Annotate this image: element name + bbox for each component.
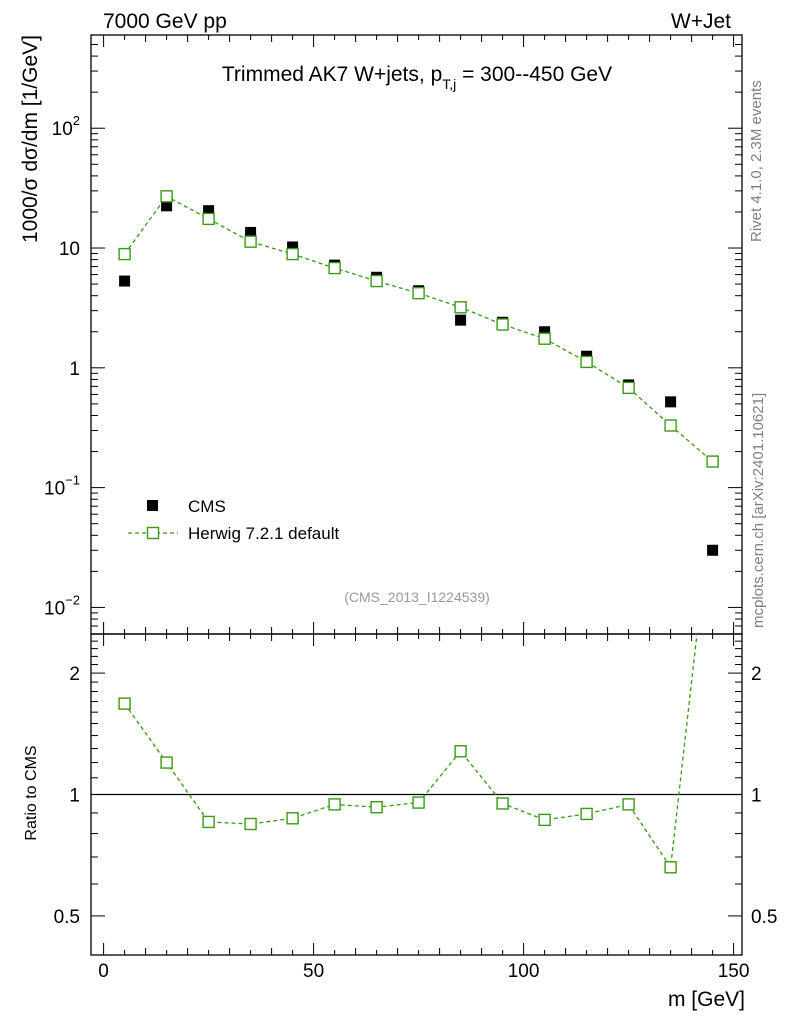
watermark: (CMS_2013_I1224539) bbox=[344, 589, 490, 605]
y-tick-label-base: 10 bbox=[59, 239, 80, 260]
cms-point bbox=[665, 396, 677, 408]
legend-cms-label: CMS bbox=[188, 497, 226, 516]
herwig-point bbox=[370, 274, 383, 288]
ratio-y-tick-label: 1 bbox=[69, 786, 80, 807]
y-tick-label-exponent: −2 bbox=[65, 592, 80, 607]
legend-herwig-label: Herwig 7.2.1 default bbox=[188, 524, 339, 543]
y-tick-label-exponent: 2 bbox=[73, 113, 80, 128]
header-right: W+Jet bbox=[671, 10, 731, 33]
ratio-data-layer bbox=[118, 634, 698, 874]
ratio-point bbox=[412, 796, 425, 809]
side-mcplots-label: mcplots.cern.ch [arXiv:2401.10621] bbox=[750, 393, 767, 628]
herwig-point bbox=[160, 190, 173, 203]
y-tick-label: 10−2 bbox=[44, 592, 80, 619]
herwig-point bbox=[454, 301, 467, 314]
herwig-point bbox=[412, 286, 425, 300]
ratio-point bbox=[454, 745, 467, 758]
y-tick-label-base: 10 bbox=[52, 119, 73, 140]
herwig-point bbox=[244, 235, 257, 248]
y-tick-label-exponent: −1 bbox=[65, 473, 80, 488]
cms-point bbox=[455, 314, 467, 326]
herwig-point bbox=[664, 419, 677, 432]
y-tick-label: 1 bbox=[69, 359, 80, 380]
ratio-point bbox=[328, 798, 341, 811]
ratio-point bbox=[622, 798, 635, 811]
legend: CMS Herwig 7.2.1 default bbox=[128, 497, 339, 543]
ratio-plot-frame: 0 50 100 150 0.5 0.5 1 1 2 2 bbox=[54, 633, 777, 982]
ratio-y-axis-label: Ratio to CMS bbox=[23, 745, 40, 840]
ratio-y-tick-label: 0.5 bbox=[54, 907, 80, 928]
plot-title-rest: = 300--450 GeV bbox=[456, 63, 612, 86]
ratio-point bbox=[118, 697, 131, 710]
cms-point bbox=[119, 275, 131, 287]
herwig-line bbox=[124, 195, 714, 463]
ratio-point bbox=[496, 797, 509, 810]
main-y-axis-label: 1000/σ dσ/dm [1/GeV] bbox=[19, 35, 42, 243]
side-rivet-label: Rivet 4.1.0, 2.3M events bbox=[748, 80, 765, 242]
ratio-y-tick-label-right: 1 bbox=[751, 786, 762, 807]
y-tick-label: 102 bbox=[52, 113, 80, 140]
header-left: 7000 GeV pp bbox=[103, 10, 227, 33]
herwig-point bbox=[202, 212, 215, 226]
y-tick-label-base: 1 bbox=[69, 359, 80, 380]
ratio-point bbox=[580, 807, 593, 821]
y-tick-label-base: 10 bbox=[44, 479, 65, 500]
ratio-point bbox=[664, 861, 677, 874]
herwig-point bbox=[538, 332, 551, 345]
herwig-point bbox=[118, 247, 131, 261]
y-tick-label-base: 10 bbox=[44, 598, 65, 619]
ratio-point bbox=[370, 801, 383, 814]
legend-herwig-marker bbox=[146, 526, 160, 540]
y-tick-label: 10−1 bbox=[44, 473, 80, 500]
legend-cms-marker bbox=[147, 500, 158, 511]
main-plot-border bbox=[90, 34, 743, 635]
ratio-y-tick-label: 2 bbox=[69, 664, 80, 685]
x-tick-label: 0 bbox=[98, 961, 109, 982]
x-tick-label: 150 bbox=[718, 961, 750, 982]
ratio-point bbox=[202, 815, 215, 829]
herwig-point bbox=[706, 455, 719, 468]
x-tick-label: 50 bbox=[303, 961, 324, 982]
cms-point bbox=[707, 544, 719, 556]
ratio-y-tick-label-right: 2 bbox=[751, 664, 762, 685]
ratio-point bbox=[244, 817, 257, 831]
cms-point bbox=[287, 241, 299, 253]
herwig-point bbox=[328, 261, 341, 275]
cms-point bbox=[203, 205, 215, 217]
ratio-line bbox=[124, 634, 698, 870]
ratio-point bbox=[160, 756, 173, 769]
herwig-point bbox=[496, 318, 509, 331]
cms-point bbox=[161, 200, 173, 212]
cms-point bbox=[245, 226, 257, 238]
plot-title: Trimmed AK7 W+jets, pT,j = 300--450 GeV bbox=[222, 63, 612, 92]
ratio-point bbox=[538, 813, 551, 827]
herwig-point bbox=[286, 247, 299, 261]
ratio-y-tick-label-right: 0.5 bbox=[751, 907, 777, 928]
plot-title-sub: T,j bbox=[442, 76, 456, 92]
ratio-point bbox=[286, 812, 299, 825]
cms-point bbox=[539, 326, 551, 338]
x-tick-label: 100 bbox=[508, 961, 540, 982]
x-axis-label: m [GeV] bbox=[668, 988, 745, 1011]
herwig-point bbox=[622, 381, 635, 395]
y-tick-label: 10 bbox=[59, 239, 80, 260]
plot-title-main: Trimmed AK7 W+jets, p bbox=[222, 63, 442, 86]
herwig-point bbox=[580, 355, 593, 369]
main-data-layer bbox=[118, 190, 719, 556]
